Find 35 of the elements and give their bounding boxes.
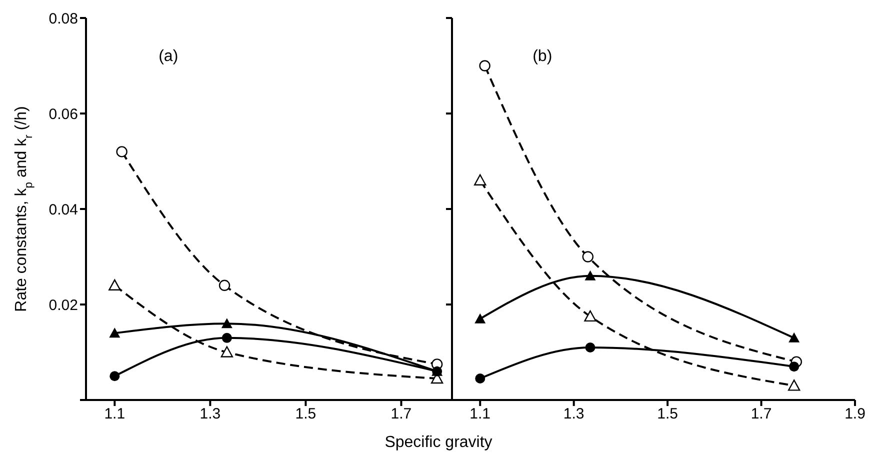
point — [479, 60, 490, 72]
point — [220, 346, 233, 358]
point — [474, 174, 486, 186]
x-tick-label: 1.7 — [750, 406, 772, 423]
point — [788, 332, 800, 342]
y-tick-label: 0.02 — [48, 296, 78, 314]
point — [218, 280, 230, 291]
point — [109, 328, 120, 338]
y-tick-label: 0.04 — [48, 201, 78, 218]
point — [474, 313, 486, 324]
point — [584, 310, 596, 322]
point — [110, 371, 120, 382]
x-tick-label: 1.3 — [200, 406, 221, 423]
point — [222, 332, 232, 343]
point — [116, 146, 128, 158]
point — [475, 374, 486, 384]
x-tick-label: 1.5 — [295, 406, 316, 423]
x-tick-label: 1.1 — [470, 406, 491, 423]
point — [108, 279, 121, 290]
y-tick-label: 0.06 — [48, 106, 78, 123]
point — [582, 251, 594, 262]
point — [584, 270, 596, 280]
text: (b) — [532, 48, 552, 66]
point — [789, 362, 800, 372]
x-tick-label: 1.3 — [563, 406, 584, 423]
point — [221, 318, 232, 328]
point — [585, 342, 596, 352]
x-tick-label: 1.7 — [390, 406, 412, 423]
y-tick-label: 0.08 — [48, 10, 78, 28]
x-tick-label: 1.9 — [844, 406, 866, 423]
x-tick-label: 1.5 — [657, 406, 678, 423]
text: (a) — [158, 48, 178, 66]
x-axis-title: Specific gravity — [384, 434, 494, 452]
point — [788, 380, 800, 391]
x-tick-label: 1.1 — [104, 406, 126, 423]
